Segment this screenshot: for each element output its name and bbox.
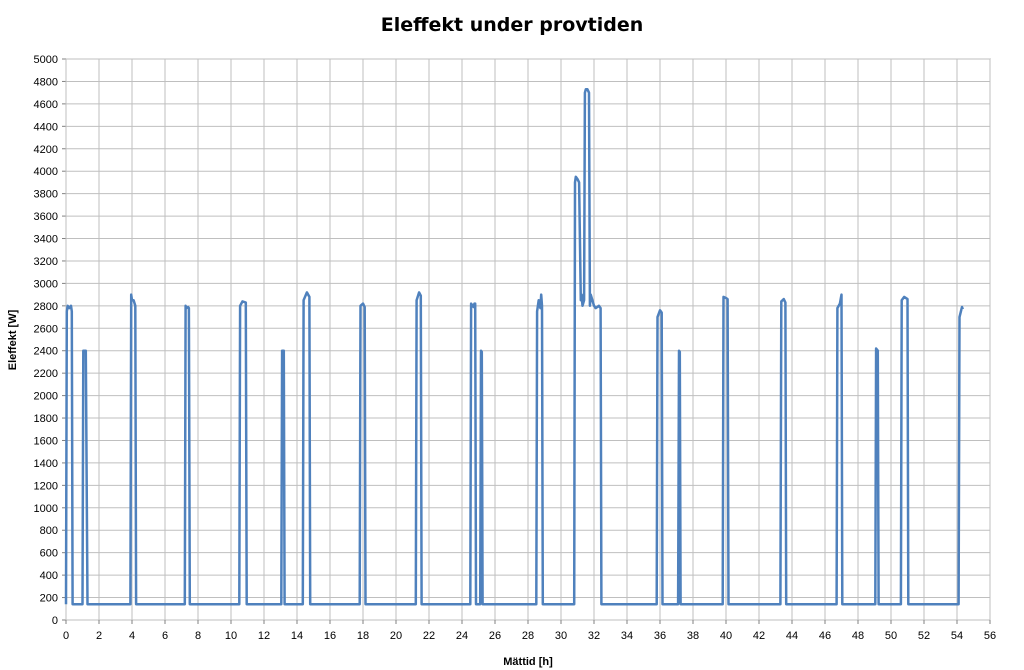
x-tick-label: 24 — [456, 630, 468, 642]
x-tick-label: 8 — [195, 630, 201, 642]
x-tick-label: 46 — [819, 630, 831, 642]
y-tick-label: 3600 — [34, 211, 58, 223]
y-tick-label: 4200 — [34, 144, 58, 156]
x-tick-label: 48 — [852, 630, 864, 642]
y-axis-label: Eleffekt [W] — [7, 309, 19, 370]
y-tick-label: 3400 — [34, 234, 58, 246]
y-tick-label: 0 — [52, 615, 58, 627]
y-tick-labels: 0 200 400 600 800 1000 1200 1400 1600 1800 2000 220… — [34, 54, 58, 627]
x-tick-label: 26 — [489, 630, 501, 642]
y-tick-label: 5000 — [34, 54, 58, 66]
x-tick-label: 10 — [225, 630, 237, 642]
x-tick-label: 4 — [129, 630, 135, 642]
x-tick-label: 22 — [423, 630, 435, 642]
x-tick-label: 6 — [162, 630, 168, 642]
x-tick-label: 32 — [588, 630, 600, 642]
y-tick-label: 4400 — [34, 121, 58, 133]
y-tick-label: 1400 — [34, 458, 58, 470]
series-layer — [64, 88, 964, 606]
x-axis-label: Mättid [h] — [503, 656, 553, 668]
x-tick-label: 50 — [885, 630, 897, 642]
y-tick-label: 2400 — [34, 346, 58, 358]
x-tick-label: 0 — [63, 630, 69, 642]
y-tick-label: 1000 — [34, 503, 58, 515]
x-tick-label: 34 — [621, 630, 633, 642]
x-tick-label: 42 — [753, 630, 765, 642]
x-tick-label: 30 — [555, 630, 567, 642]
y-tick-label: 2200 — [34, 368, 58, 380]
x-tick-label: 12 — [258, 630, 270, 642]
x-tick-label: 40 — [720, 630, 732, 642]
x-tick-label: 54 — [951, 630, 963, 642]
y-tick-label: 600 — [40, 548, 58, 560]
y-tick-label: 4800 — [34, 76, 58, 88]
y-tick-label: 2000 — [34, 391, 58, 403]
chart-title: Eleffekt under provtiden — [380, 14, 644, 36]
x-tick-label: 16 — [324, 630, 336, 642]
x-tick-labels: 0 2 4 6 8 10 12 14 16 18 20 22 24 26 28 30 32 34 36 38 40 42 4… — [63, 630, 996, 642]
y-tick-label: 4000 — [34, 166, 58, 178]
x-tick-label: 20 — [390, 630, 402, 642]
y-tick-label: 1200 — [34, 480, 58, 492]
y-tick-label: 3000 — [34, 278, 58, 290]
y-tick-label: 2800 — [34, 301, 58, 313]
y-tick-label: 800 — [40, 525, 58, 537]
y-tick-label: 3800 — [34, 189, 58, 201]
x-tick-label: 28 — [522, 630, 534, 642]
y-tick-label: 1800 — [34, 413, 58, 425]
y-tick-label: 400 — [40, 570, 58, 582]
x-tick-label: 14 — [291, 630, 303, 642]
x-tick-label: 56 — [984, 630, 996, 642]
y-tick-label: 200 — [40, 593, 58, 605]
x-tick-label: 36 — [654, 630, 666, 642]
y-tick-label: 1600 — [34, 435, 58, 447]
x-tick-label: 38 — [687, 630, 699, 642]
x-tick-label: 52 — [918, 630, 930, 642]
y-tick-label: 2600 — [34, 323, 58, 335]
series-line — [64, 88, 964, 606]
y-tick-label: 4600 — [34, 99, 58, 111]
y-tick-label: 3200 — [34, 256, 58, 268]
x-tick-label: 2 — [96, 630, 102, 642]
x-tick-label: 18 — [357, 630, 369, 642]
x-tick-label: 44 — [786, 630, 798, 642]
